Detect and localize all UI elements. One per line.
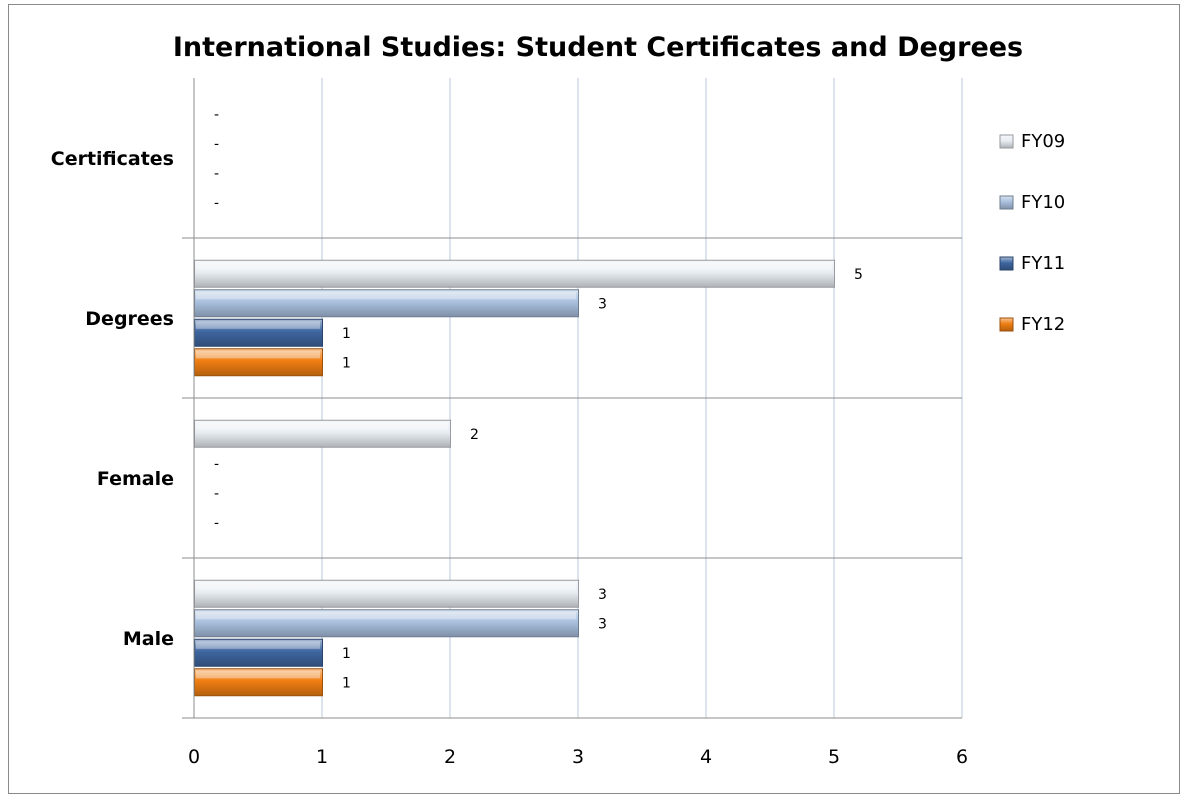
legend-label-fy12: FY12 [1021, 314, 1065, 335]
x-tick-label-2: 2 [444, 746, 456, 768]
axes: 0 1 2 3 4 5 6 Certificates Degrees Female Male [51, 78, 968, 768]
x-tick-label-3: 3 [572, 746, 584, 768]
bar-fy12-degrees [194, 348, 323, 377]
bar-highlight [196, 291, 576, 300]
bars: - - - - 5 3 1 1 2 - - - 3 3 1 1 [194, 107, 863, 697]
bar-fy11-male [194, 638, 323, 667]
x-tick-label-1: 1 [316, 746, 328, 768]
data-label-missing: - [214, 136, 219, 152]
bar-highlight [196, 670, 320, 679]
x-tick-label-0: 0 [188, 746, 200, 768]
bar-highlight [196, 262, 832, 270]
bar-highlight [196, 582, 576, 590]
bar-fy12-male [194, 668, 323, 697]
data-label-missing: - [214, 515, 219, 531]
legend-swatch-fy12 [999, 317, 1014, 332]
chart-title: International Studies: Student Certifica… [173, 32, 1023, 63]
bar-highlight [196, 611, 576, 620]
legend-label-fy09: FY09 [1021, 131, 1065, 152]
data-label-fy12-degrees: 1 [342, 355, 351, 371]
data-label-missing: - [214, 456, 219, 472]
category-label-certificates: Certificates [51, 148, 174, 170]
data-label-fy10-degrees: 3 [598, 296, 607, 312]
x-tick-label-5: 5 [828, 746, 840, 768]
legend: FY09 FY10 FY11 FY12 [999, 131, 1065, 335]
bar-highlight [196, 422, 448, 430]
data-label-fy09-female: 2 [470, 427, 479, 443]
data-label-missing: - [214, 166, 219, 182]
category-label-male: Male [123, 628, 174, 650]
data-label-fy12-male: 1 [342, 675, 351, 691]
data-label-fy11-degrees: 1 [342, 326, 351, 342]
x-tick-label-4: 4 [700, 746, 712, 768]
data-label-fy09-degrees: 5 [854, 267, 863, 283]
bar-fy09-male [194, 579, 579, 608]
bar-highlight [196, 321, 320, 329]
bar-highlight [196, 350, 320, 359]
bar-fy09-female [194, 419, 451, 448]
bar-highlight [196, 641, 320, 649]
legend-label-fy10: FY10 [1021, 192, 1065, 213]
data-label-missing: - [214, 107, 219, 123]
legend-swatch-fy09 [999, 134, 1014, 149]
data-label-fy11-male: 1 [342, 646, 351, 662]
legend-swatch-fy11 [999, 256, 1014, 271]
legend-swatch-fy10 [999, 195, 1014, 210]
category-label-degrees: Degrees [85, 308, 174, 330]
bar-fy10-degrees [194, 289, 579, 318]
data-label-missing: - [214, 195, 219, 211]
data-label-missing: - [214, 486, 219, 502]
bar-fy11-degrees [194, 318, 323, 347]
data-label-fy09-male: 3 [598, 587, 607, 603]
legend-label-fy11: FY11 [1021, 253, 1065, 274]
data-label-fy10-male: 3 [598, 616, 607, 632]
category-label-female: Female [97, 468, 174, 490]
x-tick-label-6: 6 [956, 746, 968, 768]
bar-fy10-male [194, 609, 579, 638]
